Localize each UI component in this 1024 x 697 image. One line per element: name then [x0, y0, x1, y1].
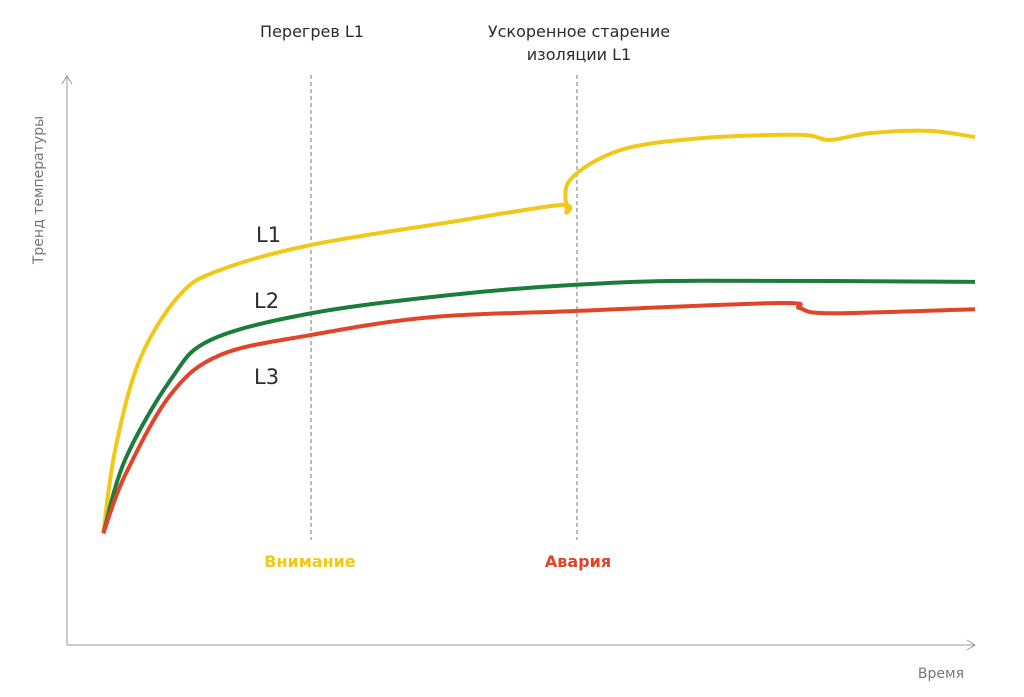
y-axis-arrow-icon	[61, 75, 73, 85]
series-line-l1	[101, 128, 976, 534]
y-axis-label: Тренд температуры	[31, 116, 47, 265]
x-axis-arrow-icon	[966, 639, 976, 651]
annotation-overheat: Перегрев L1 Внимание	[260, 22, 364, 571]
series-label-l1: L1	[256, 223, 281, 247]
series-line-l2	[101, 278, 976, 534]
axes: Тренд температуры Время	[31, 75, 976, 682]
aging-label-line1: Ускоренное старение	[488, 22, 670, 41]
x-axis-label: Время	[918, 666, 964, 682]
overheat-label: Перегрев L1	[260, 22, 364, 41]
warning-label: Внимание	[264, 552, 356, 571]
series-line-l3	[101, 300, 976, 534]
annotation-aging: Ускоренное старение изоляции L1 Авария	[488, 22, 670, 571]
series-label-l3: L3	[254, 365, 279, 389]
aging-label-line2: изоляции L1	[527, 45, 631, 64]
alarm-label: Авария	[545, 552, 611, 571]
series-label-l2: L2	[254, 289, 279, 313]
series-group	[101, 128, 976, 534]
